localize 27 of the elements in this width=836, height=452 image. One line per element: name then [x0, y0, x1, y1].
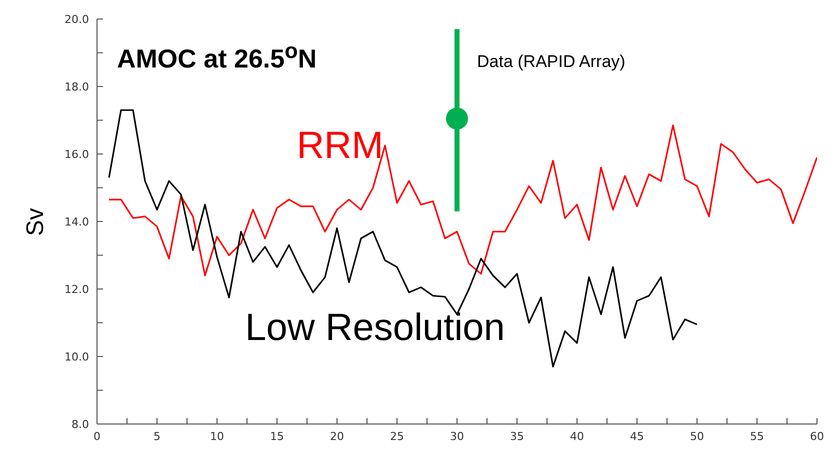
- y-tick-label: 20.0: [64, 12, 89, 26]
- y-tick-label: 8.0: [72, 418, 89, 431]
- y-axis-title: Sv: [22, 207, 50, 236]
- y-tick-label: 16.0: [64, 148, 89, 161]
- x-tick-label: 10: [210, 430, 224, 443]
- x-tick-label: 5: [154, 430, 160, 443]
- y-tick-label: 14.0: [64, 215, 89, 228]
- x-tick-label: 30: [450, 430, 464, 443]
- series-label: RRM: [296, 125, 384, 168]
- x-tick-label: 35: [510, 430, 524, 443]
- y-tick-label: 18.0: [64, 80, 89, 94]
- x-tick-label: 20: [330, 430, 344, 443]
- x-tick-label: 60: [810, 430, 824, 443]
- x-tick-label: 40: [570, 430, 584, 443]
- series-label: Low Resolution: [245, 307, 505, 350]
- x-tick-label: 50: [690, 430, 704, 443]
- annotation: Data (RAPID Array): [477, 52, 626, 72]
- line-series: [108, 109, 698, 368]
- y-tick-label: 12.0: [64, 282, 89, 296]
- x-tick-label: 15: [270, 430, 284, 443]
- x-tick-label: 0: [94, 430, 100, 443]
- line-series: [108, 124, 817, 276]
- text: AMOC at 26.5$^{o}$N: [117, 38, 317, 75]
- x-tick-label: 25: [390, 430, 404, 443]
- y-tick-label: 10.0: [64, 350, 89, 364]
- x-tick-label: 45: [630, 430, 644, 443]
- x-tick-label: 55: [750, 430, 764, 443]
